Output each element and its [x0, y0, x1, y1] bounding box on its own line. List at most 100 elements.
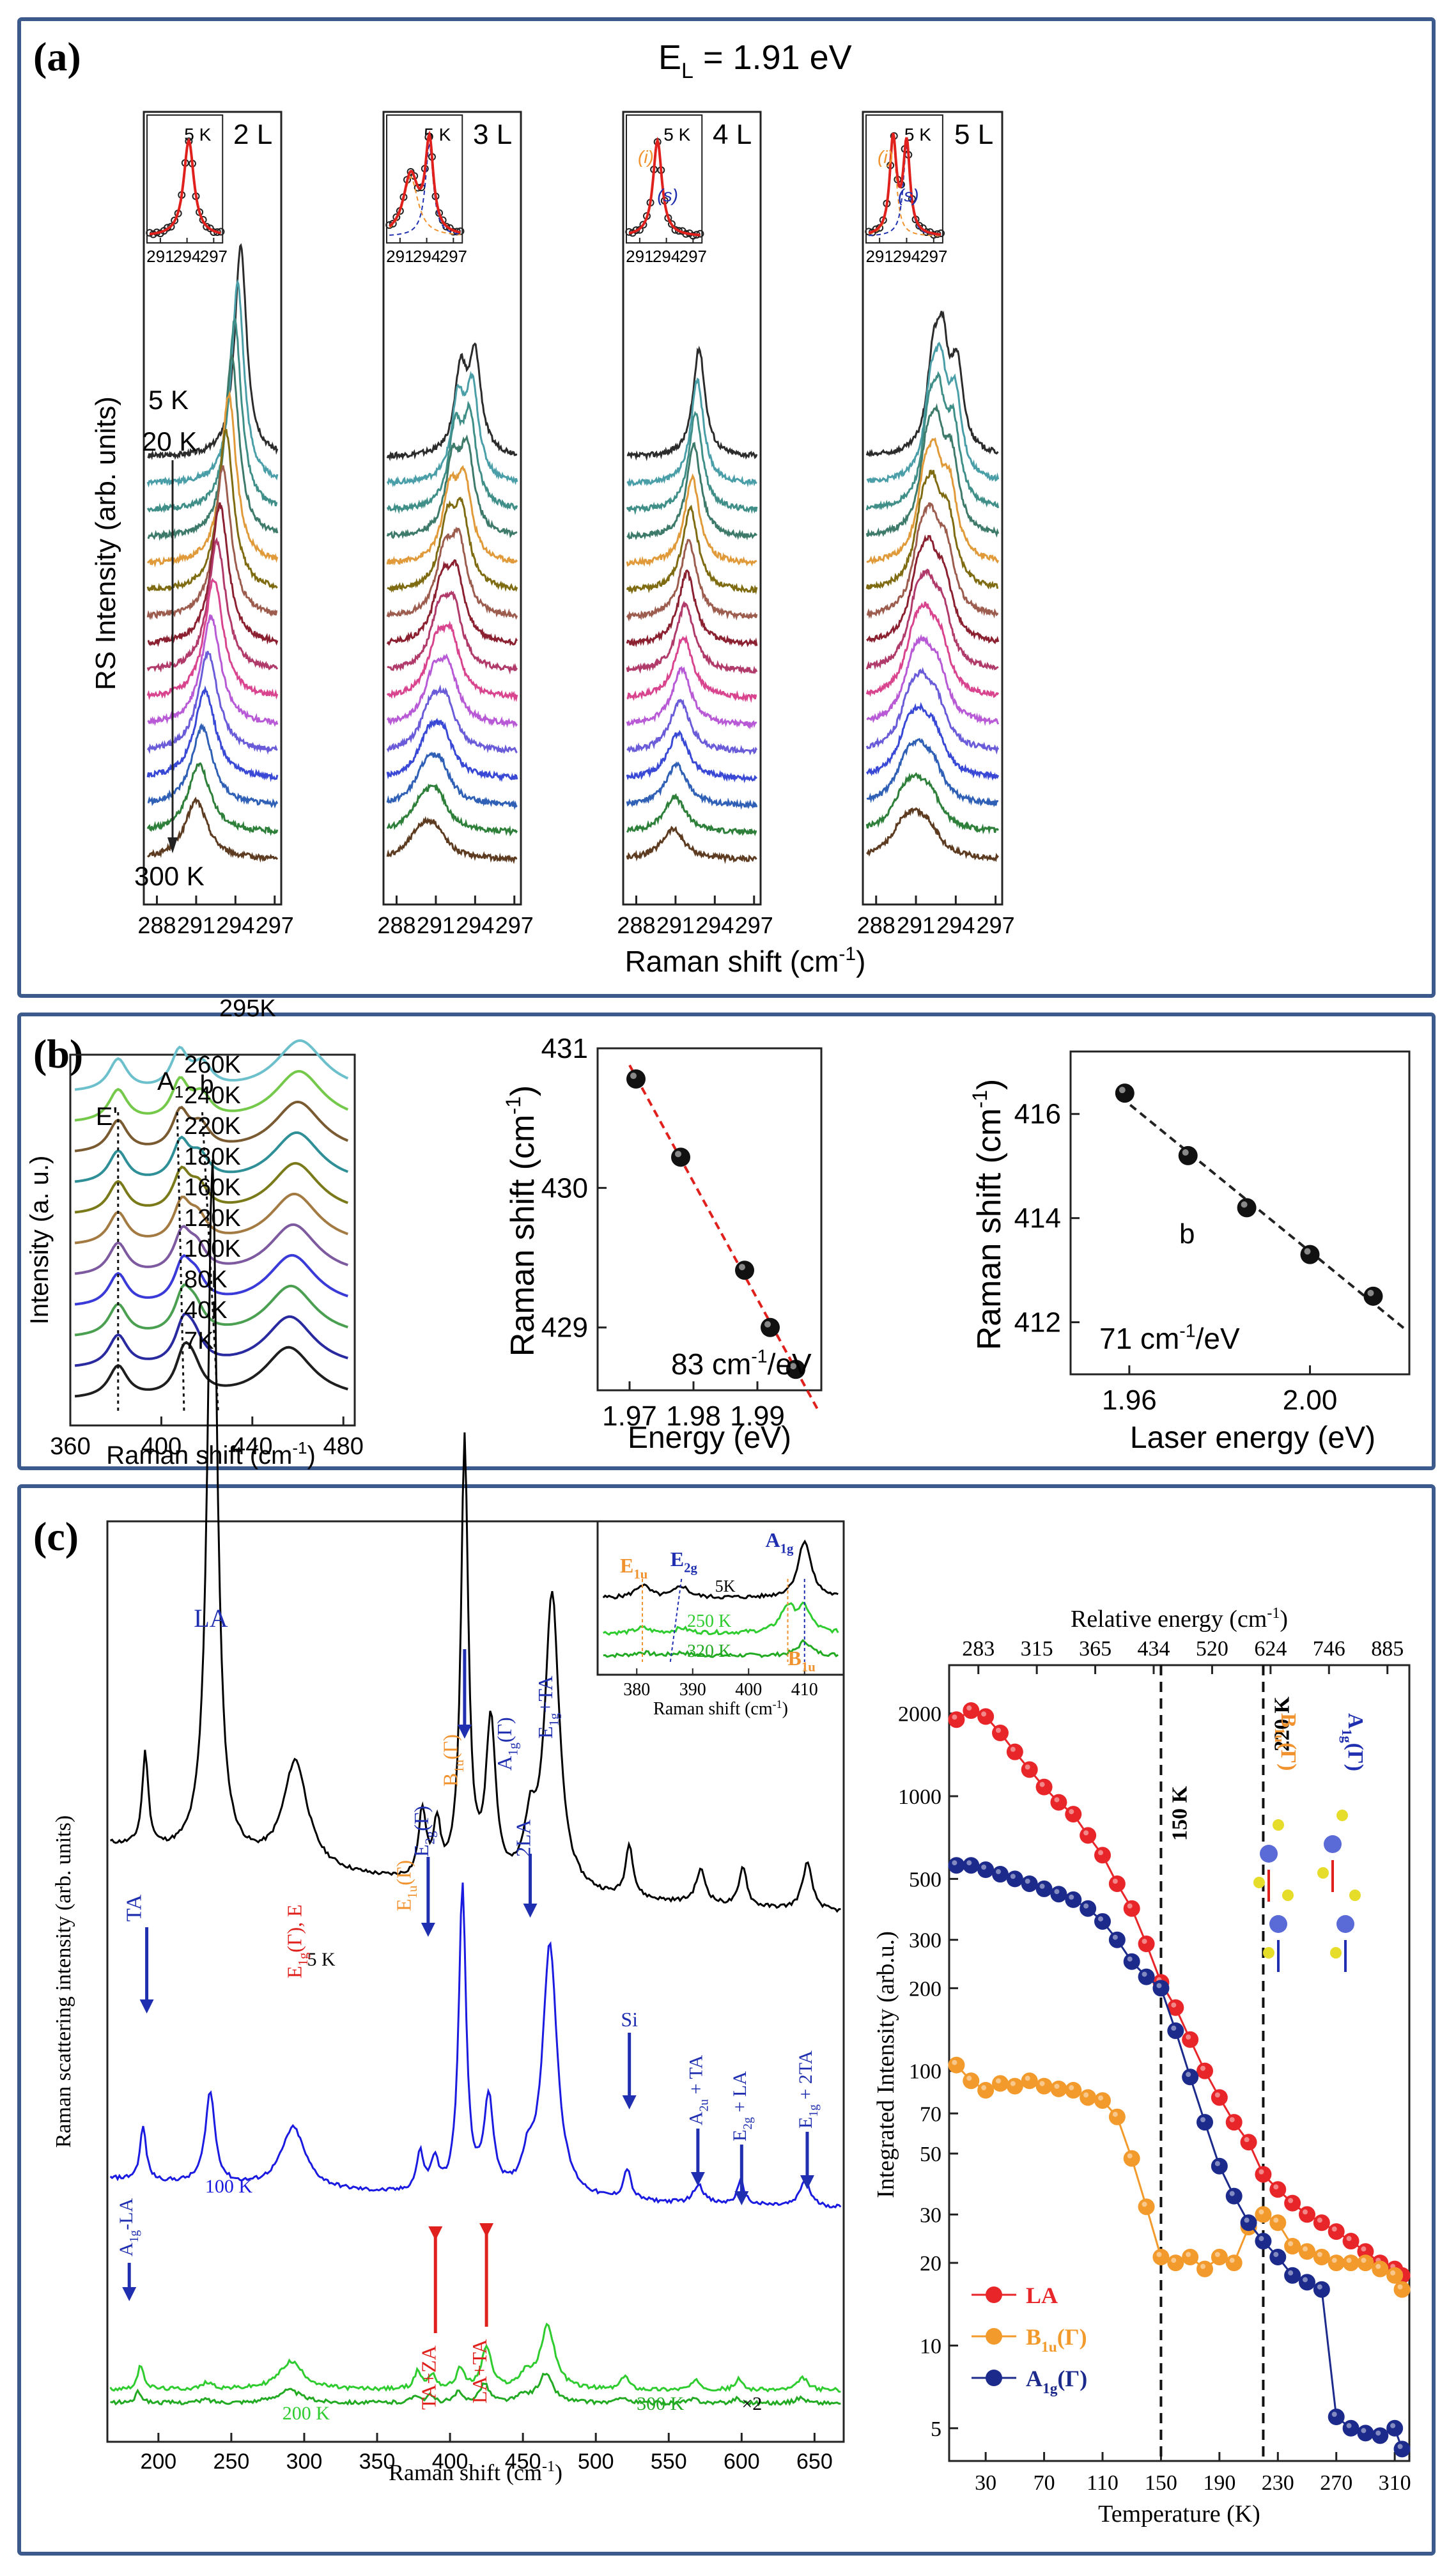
- series-point-highlight: [1273, 2251, 1279, 2257]
- x-tick-label: 270: [1320, 2471, 1352, 2495]
- series-point-1: [1313, 2248, 1330, 2265]
- inset-i-label: (i): [878, 147, 894, 167]
- series-point-1: [1123, 2150, 1140, 2167]
- inset-fit: [149, 137, 221, 236]
- series-point-highlight: [1375, 2430, 1381, 2436]
- series-point-highlight: [966, 1860, 972, 1866]
- inset-box: [865, 114, 943, 244]
- la-ta-label: LA+TA: [468, 2339, 491, 2403]
- temperature-label: 40K: [184, 1297, 228, 1324]
- series-point-highlight: [1303, 2246, 1308, 2252]
- laser-plot-point-highlight: [1304, 1248, 1311, 1255]
- energy-xlabel: Energy (eV): [628, 1421, 791, 1455]
- spectrum-trace: [626, 761, 758, 810]
- temperature-label: 80K: [184, 1266, 228, 1293]
- molecule-metal-atom: [1269, 1915, 1287, 1933]
- spectra-ylabel: Raman scattering intensity (arb. units): [52, 1815, 75, 2148]
- series-point-0: [1050, 1794, 1067, 1811]
- inset-e12g-label: E2g: [670, 1548, 698, 1576]
- series-point-highlight: [1039, 1781, 1045, 1787]
- intensity-xlabel: Temperature (K): [1098, 2501, 1260, 2527]
- panel-c-spectra: 200 250 300 350 400 450 500 550 600 650 5 K 100 K 20…: [52, 1160, 845, 2485]
- series-point-highlight: [1317, 2284, 1322, 2290]
- series-point-highlight: [1186, 2034, 1191, 2040]
- y-tick-label: 20: [920, 2252, 941, 2276]
- laser-xlabel: Laser energy (eV): [1130, 1421, 1375, 1455]
- spectrum-trace: [386, 371, 518, 488]
- series-point-highlight: [1259, 2209, 1264, 2215]
- inset-fit: [868, 132, 941, 236]
- spectrum-trace: [626, 539, 758, 622]
- laser-plot-data-point: [1178, 1145, 1198, 1165]
- series-point-highlight: [996, 1869, 1001, 1875]
- series-point-highlight: [966, 1705, 972, 1711]
- spectrum-trace: [386, 400, 518, 515]
- spectrum-trace: [626, 473, 757, 567]
- series-point-1: [1269, 2214, 1287, 2231]
- energy-plot-data-point: [626, 1069, 646, 1089]
- series-point-highlight: [1083, 1830, 1089, 1836]
- x-tick-label: 297: [735, 912, 773, 938]
- series-point-highlight: [1317, 2217, 1322, 2223]
- series-point-highlight: [1346, 2423, 1352, 2428]
- series-point-highlight: [1025, 1878, 1030, 1884]
- spectrum-trace: [626, 410, 758, 516]
- series-point-0: [1328, 2223, 1345, 2240]
- series-point-1: [1006, 2077, 1023, 2095]
- la-ta-arrow-head: [479, 2223, 494, 2237]
- spectrum-box-5l: [862, 111, 1003, 906]
- series-point-highlight: [1083, 2092, 1089, 2098]
- legend-marker: [986, 2370, 1002, 2386]
- temp-5k-label: 5 K: [148, 385, 189, 415]
- molecule-metal-atom: [1260, 1845, 1278, 1863]
- y-tick-label: 1000: [898, 1785, 941, 1809]
- x-tick-label: 360: [50, 1433, 90, 1460]
- legend-label-0: LA: [1026, 2283, 1058, 2308]
- spectrum-trace: [74, 1223, 348, 1275]
- spectrum-curve: [109, 2322, 841, 2393]
- spectrum-trace: [386, 465, 518, 566]
- series-point-highlight: [996, 2078, 1001, 2084]
- series-point-0: [1269, 2181, 1287, 2198]
- curve-300k-label: 300 K: [637, 2393, 685, 2414]
- ta-arrow-head: [139, 1999, 154, 2014]
- spectrum-trace: [74, 1070, 349, 1122]
- x-tick-label: 400: [432, 2449, 469, 2474]
- series-point-0: [1342, 2233, 1359, 2250]
- curve-5k-label: 5 K: [307, 1949, 336, 1970]
- y-tick-label: 300: [909, 1929, 941, 1953]
- spectrum-trace: [865, 667, 1000, 755]
- spectrum-box-4l: [622, 111, 762, 906]
- x-tick-label: 1.96: [1102, 1385, 1157, 1416]
- series-point-2: [1197, 2114, 1213, 2131]
- series-point-highlight: [1098, 2095, 1103, 2101]
- spectrum-trace: [74, 1131, 349, 1183]
- energy-plot-point-highlight: [790, 1363, 796, 1370]
- x-tick-label: 600: [724, 2449, 760, 2474]
- panel-a-frame: [17, 17, 1436, 998]
- inset-fit: [388, 130, 461, 234]
- ta-label: TA: [122, 1894, 146, 1921]
- spectrum-box-2l: [143, 111, 283, 906]
- e1u-label: E1u(Γ): [392, 1860, 420, 1911]
- spectrum-trace: [626, 634, 757, 703]
- series-point-1: [1386, 2267, 1404, 2284]
- inset-a1g-label: A1g: [766, 1528, 794, 1556]
- laser-slope-annotation: 71 cm-1/eV: [1099, 1321, 1240, 1355]
- x-tick-label: 294: [936, 912, 975, 938]
- series-point-highlight: [1112, 1878, 1118, 1884]
- x-tick-label: 200: [140, 2449, 176, 2474]
- series-point-0: [1167, 1999, 1184, 2016]
- series-point-highlight: [1039, 2081, 1045, 2086]
- spectrum-trace: [626, 569, 758, 648]
- spectrum-trace: [146, 651, 278, 755]
- series-point-0: [1080, 1827, 1097, 1844]
- inset-tick-label: 291: [865, 247, 893, 266]
- spectrum-trace: [74, 1100, 349, 1153]
- series-point-highlight: [1171, 2002, 1177, 2008]
- series-point-2: [1123, 1953, 1140, 1970]
- series-point-0: [1357, 2243, 1374, 2260]
- series-point-0: [1065, 1806, 1082, 1823]
